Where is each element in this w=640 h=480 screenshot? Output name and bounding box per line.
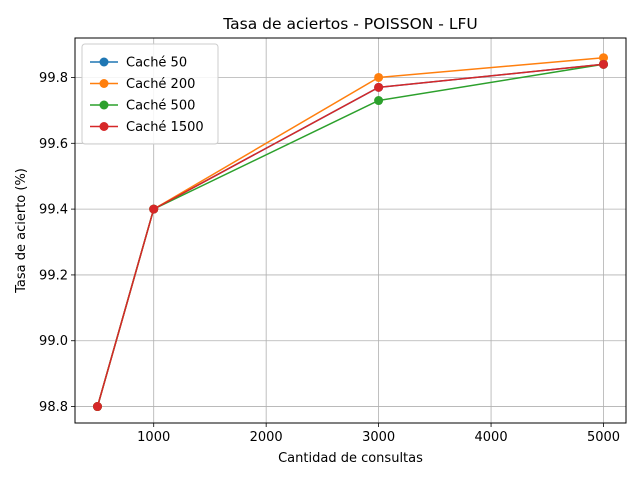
legend-label: Caché 1500: [126, 120, 204, 135]
data-point: [599, 53, 609, 63]
x-tick-label: 5000: [587, 430, 620, 445]
legend-box: [81, 43, 219, 145]
series-cach-1500: [92, 59, 609, 412]
legend: Caché 50 Caché 200 Caché 500 Caché 1500: [81, 43, 219, 145]
legend-swatch-marker: [99, 122, 109, 131]
x-tick-label: 4000: [475, 430, 508, 445]
x-axis-label: Cantidad de consultas: [278, 451, 423, 466]
x-axis: 1000 2000 3000 4000 5000: [137, 423, 620, 445]
y-axis: 98.8 99.0 99.2 99.4 99.6 99.8: [39, 71, 75, 415]
series-line: [96, 63, 604, 407]
legend-item: Caché 500: [90, 99, 195, 114]
data-point: [149, 204, 159, 214]
x-tick-label: 1000: [137, 430, 170, 445]
legend-swatch-marker: [99, 57, 109, 67]
data-point: [374, 72, 384, 82]
y-tick-label: 98.8: [39, 400, 68, 415]
x-tick-label: 3000: [362, 430, 395, 445]
data-point: [599, 59, 609, 69]
x-tick-label: 2000: [250, 430, 283, 445]
y-tick-label: 99.2: [39, 268, 68, 283]
legend-item: Caché 200: [90, 77, 195, 92]
y-tick-label: 99.0: [39, 334, 68, 349]
legend-item: Caché 50: [90, 56, 187, 71]
legend-swatch-marker: [99, 79, 109, 88]
legend-item: Caché 1500: [90, 120, 204, 135]
data-point: [92, 402, 102, 412]
y-axis-label: Tasa de acierto (%): [14, 168, 29, 294]
data-point: [374, 82, 384, 92]
data-point: [374, 96, 384, 106]
chart-title: Tasa de aciertos - POISSON - LFU: [222, 15, 477, 33]
series-lines: [92, 53, 609, 412]
y-tick-label: 99.4: [39, 203, 68, 218]
y-tick-label: 99.6: [39, 137, 68, 152]
legend-label: Caché 500: [126, 99, 195, 114]
legend-label: Caché 200: [126, 77, 195, 92]
plot-area-frame: [74, 37, 627, 424]
y-tick-label: 99.8: [39, 71, 68, 86]
legend-swatch-marker: [99, 100, 109, 110]
legend-label: Caché 50: [126, 56, 187, 71]
